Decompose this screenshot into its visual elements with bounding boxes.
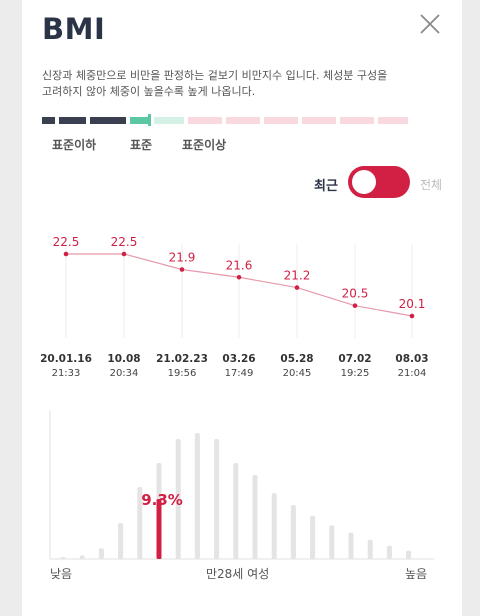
hist-bar xyxy=(233,463,239,559)
hist-bar xyxy=(214,439,220,559)
scale-label-below: 표준이하 xyxy=(52,138,97,152)
hist-bar xyxy=(329,525,335,559)
scale-label-above: 표준이상 xyxy=(182,138,227,152)
toggle-knob[interactable] xyxy=(352,170,376,194)
x-date-label: 10.08 xyxy=(107,353,140,365)
hist-bar-highlight xyxy=(156,499,162,559)
x-date-label: 08.03 xyxy=(395,353,428,365)
hist-highlight-label: 9.3% xyxy=(141,491,183,509)
hist-bar xyxy=(60,557,66,559)
bmi-scale-bar xyxy=(42,114,408,126)
scale-segment-above-3 xyxy=(264,117,298,124)
scale-segment-above-1 xyxy=(188,117,222,124)
hist-label-low: 낮음 xyxy=(50,567,73,581)
x-date-label: 21.02.23 xyxy=(156,353,208,365)
x-date-label: 03.26 xyxy=(222,353,255,365)
description: 신장과 체중만으로 비만을 판정하는 겉보기 비만지수 입니다. 체성분 구성을… xyxy=(42,68,442,100)
x-date-label: 07.02 xyxy=(338,353,371,365)
hist-label-center: 만28세 여성 xyxy=(206,567,270,581)
x-time-label: 19:56 xyxy=(168,368,197,379)
scale-label-normal: 표준 xyxy=(130,138,153,152)
hist-bar xyxy=(79,555,85,559)
hist-bar xyxy=(118,523,124,559)
x-time-label: 21:04 xyxy=(398,368,427,379)
hist-bar xyxy=(367,539,373,559)
hist-label-high: 높음 xyxy=(405,567,428,581)
hist-bar xyxy=(406,550,412,559)
hist-bar xyxy=(98,548,104,559)
period-toggle[interactable] xyxy=(348,166,410,198)
x-time-label: 20:34 xyxy=(110,368,139,379)
bmi-data-label: 22.5 xyxy=(53,235,80,249)
scale-segment-above-6 xyxy=(378,117,408,124)
close-icon[interactable] xyxy=(418,12,442,36)
x-date-label: 20.01.16 xyxy=(40,353,92,365)
scale-current-marker xyxy=(148,114,151,126)
bmi-data-point xyxy=(179,267,185,272)
close-button[interactable] xyxy=(418,12,442,36)
toggle-label-all[interactable]: 전체 xyxy=(420,178,443,192)
bmi-data-label: 21.9 xyxy=(169,251,196,265)
scale-segment-normal-light xyxy=(154,117,184,124)
bmi-data-point xyxy=(352,303,358,308)
bmi-data-label: 20.1 xyxy=(399,297,426,311)
bmi-data-label: 21.6 xyxy=(226,258,253,272)
bmi-data-point xyxy=(121,251,127,257)
bmi-panel: BMI 신장과 체중만으로 비만을 판정하는 겉보기 비만지수 입니다. 체성분… xyxy=(22,0,462,616)
scale-segment-below-3 xyxy=(90,117,126,124)
page-title: BMI xyxy=(42,12,106,46)
description-line-1: 신장과 체중만으로 비만을 판정하는 겉보기 비만지수 입니다. 체성분 구성을 xyxy=(42,69,388,82)
bmi-data-point xyxy=(63,251,69,257)
scale-segment-normal xyxy=(130,117,150,124)
x-time-label: 21:33 xyxy=(52,368,81,379)
hist-bar xyxy=(271,493,277,559)
hist-bar xyxy=(194,433,200,559)
hist-bar xyxy=(175,439,181,559)
bmi-data-point xyxy=(294,285,300,290)
hist-bar xyxy=(386,545,392,559)
x-date-label: 05.28 xyxy=(280,353,313,365)
description-line-2: 고려하지 않아 체중이 높을수록 높게 나옵니다. xyxy=(42,85,256,98)
x-time-label: 17:49 xyxy=(225,368,254,379)
hist-bar xyxy=(348,532,354,559)
x-time-label: 20:45 xyxy=(283,368,312,379)
scale-segment-above-5 xyxy=(340,117,374,124)
bmi-trend-chart: 22.5 20.01.16 21:33 22.5 10.08 20:34 21.9 21.02… xyxy=(40,235,429,379)
toggle-label-recent[interactable]: 최근 xyxy=(314,179,338,194)
bmi-data-point xyxy=(409,313,415,319)
bmi-data-label: 20.5 xyxy=(342,287,369,301)
x-time-label: 19:25 xyxy=(341,368,370,379)
hist-bar xyxy=(252,475,258,559)
hist-bar xyxy=(137,487,143,559)
scale-labels: 표준이하 표준 표준이상 xyxy=(22,136,462,152)
hist-bar xyxy=(310,515,316,559)
scale-segment-above-4 xyxy=(302,117,336,124)
period-toggle-row: 최근 전체 xyxy=(22,166,462,200)
bmi-data-label: 22.5 xyxy=(111,235,138,249)
bmi-data-label: 21.2 xyxy=(284,269,311,283)
scale-segment-above-2 xyxy=(226,117,260,124)
hist-bar xyxy=(290,505,296,559)
bmi-distribution-chart: 9.3% xyxy=(49,410,434,560)
scale-segment-below-2 xyxy=(59,117,86,124)
bmi-data-point xyxy=(236,274,242,280)
scale-segment-below-1 xyxy=(42,117,55,124)
